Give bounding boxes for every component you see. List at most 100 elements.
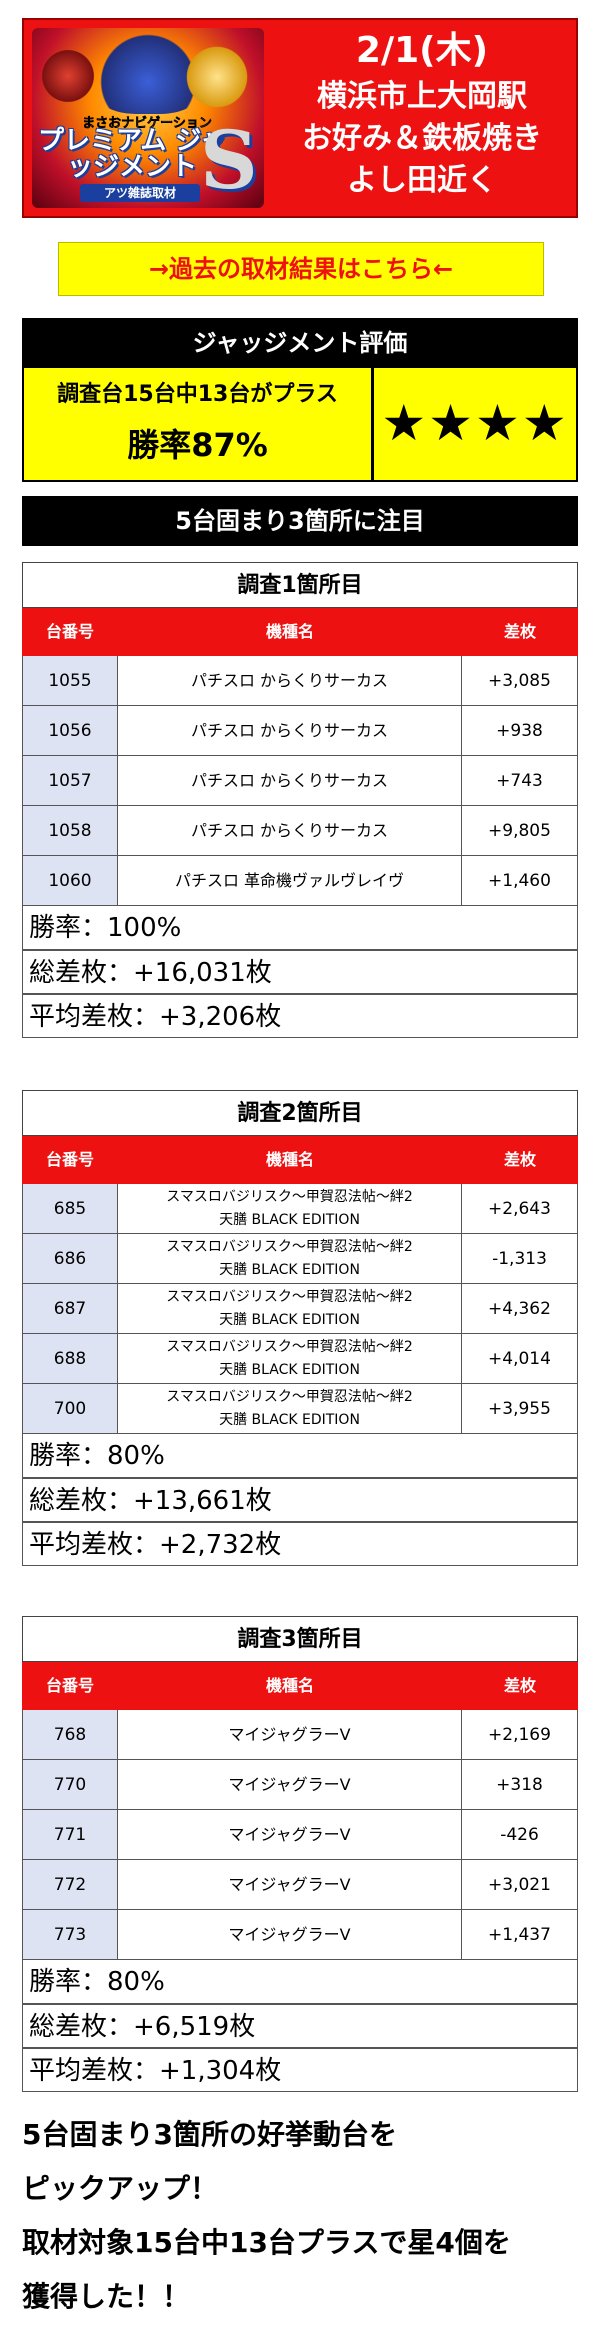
table-row: 771 マイジャグラーV -426: [22, 1810, 578, 1860]
premium-judgment-logo: まさおナビゲーション プレミアム ジャッジメント S アツ雑誌取材: [32, 28, 264, 208]
section-win-rate: 勝率：80%: [22, 1960, 578, 2004]
summary-line-4: 獲得した！！: [22, 2280, 191, 2313]
header-machine: 機種名: [265, 1150, 314, 1169]
table-row: 1057 パチスロ からくりサーカス +743: [22, 756, 578, 806]
summary-line-1: 5台固まり3箇所の好挙動台を: [22, 2118, 397, 2151]
focus-heading: 5台固まり3箇所に注目: [22, 496, 578, 546]
machine-name: スマスロバジリスク～甲賀忍法帖～絆2 天膳 BLACK EDITION: [118, 1334, 462, 1383]
machine-name-line-2: 天膳 BLACK EDITION: [219, 1212, 360, 1228]
table-row: 687 スマスロバジリスク～甲賀忍法帖～絆2 天膳 BLACK EDITION +4,…: [22, 1284, 578, 1334]
table-row: 688 スマスロバジリスク～甲賀忍法帖～絆2 天膳 BLACK EDITION +4,…: [22, 1334, 578, 1384]
coin-diff: +3,955: [462, 1384, 578, 1433]
machine-number: 773: [22, 1910, 118, 1959]
machine-name-line-1: スマスロバジリスク～甲賀忍法帖～絆2: [166, 1239, 413, 1255]
judgment-panel: ジャッジメント評価 調査台15台中13台がプラス 勝率87% ★★★★: [22, 318, 578, 482]
machine-name-line-2: 天膳 BLACK EDITION: [219, 1262, 360, 1278]
machine-number: 1060: [22, 856, 118, 905]
past-results-link[interactable]: →過去の取材結果はこちら←: [58, 242, 544, 296]
machine-number: 1055: [22, 656, 118, 705]
coin-diff: +743: [462, 756, 578, 805]
judgment-title: ジャッジメント評価: [22, 318, 578, 368]
machine-name: マイジャグラーV: [118, 1910, 462, 1959]
machine-name: パチスロ 革命機ヴァルヴレイヴ: [118, 856, 462, 905]
judgment-stars: ★★★★: [374, 368, 576, 480]
header-diff: 差枚: [503, 622, 536, 641]
section-total-diff: 総差枚：+16,031枚: [22, 950, 578, 994]
table-row: 1055 パチスロ からくりサーカス +3,085: [22, 656, 578, 706]
table-row: 1058 パチスロ からくりサーカス +9,805: [22, 806, 578, 856]
machine-number: 1057: [22, 756, 118, 805]
coin-diff: +938: [462, 706, 578, 755]
header-number: 台番号: [45, 1150, 94, 1169]
table-row: 1056 パチスロ からくりサーカス +938: [22, 706, 578, 756]
machine-number: 686: [22, 1234, 118, 1283]
location-line-3: よし田近く: [347, 163, 497, 198]
header-number: 台番号: [45, 1676, 94, 1695]
coin-diff: +3,021: [462, 1860, 578, 1909]
machine-name: マイジャグラーV: [118, 1760, 462, 1809]
header-diff: 差枚: [503, 1150, 536, 1169]
machine-name-line-1: スマスロバジリスク～甲賀忍法帖～絆2: [166, 1389, 413, 1405]
table-row: 700 スマスロバジリスク～甲賀忍法帖～絆2 天膳 BLACK EDITION +3,…: [22, 1384, 578, 1434]
section-total-diff: 総差枚：+6,519枚: [22, 2004, 578, 2048]
coin-diff: +2,643: [462, 1184, 578, 1233]
machine-name: パチスロ からくりサーカス: [118, 806, 462, 855]
machine-number: 1058: [22, 806, 118, 855]
machine-name-line-1: スマスロバジリスク～甲賀忍法帖～絆2: [166, 1189, 413, 1205]
coin-diff: +318: [462, 1760, 578, 1809]
header-machine: 機種名: [265, 1676, 314, 1695]
machine-name: スマスロバジリスク～甲賀忍法帖～絆2 天膳 BLACK EDITION: [118, 1184, 462, 1233]
survey-section-3: 調査3箇所目 台番号 機種名 差枚 768 マイジャグラーV +2,169 770 マ…: [22, 1616, 578, 2092]
section-average-diff: 平均差枚：+1,304枚: [22, 2048, 578, 2092]
coin-diff: +4,362: [462, 1284, 578, 1333]
judgment-summary: 調査台15台中13台がプラス 勝率87%: [24, 368, 374, 480]
section-title: 調査1箇所目: [22, 562, 578, 608]
table-row: 773 マイジャグラーV +1,437: [22, 1910, 578, 1960]
coin-diff: +4,014: [462, 1334, 578, 1383]
coin-diff: +9,805: [462, 806, 578, 855]
table-row: 1060 パチスロ 革命機ヴァルヴレイヴ +1,460: [22, 856, 578, 906]
table-row: 686 スマスロバジリスク～甲賀忍法帖～絆2 天膳 BLACK EDITION -1,…: [22, 1234, 578, 1284]
table-header: 台番号 機種名 差枚: [22, 608, 578, 656]
header-banner: まさおナビゲーション プレミアム ジャッジメント S アツ雑誌取材 2/1(木)…: [22, 18, 578, 218]
survey-date: 2/1(木): [355, 30, 489, 71]
coin-diff: +1,437: [462, 1910, 578, 1959]
machine-number: 768: [22, 1710, 118, 1759]
coin-diff: +2,169: [462, 1710, 578, 1759]
table-row: 770 マイジャグラーV +318: [22, 1760, 578, 1810]
machine-name: マイジャグラーV: [118, 1710, 462, 1759]
machine-number: 688: [22, 1334, 118, 1383]
machine-number: 1056: [22, 706, 118, 755]
logo-title: プレミアム ジャッジメント: [38, 126, 226, 182]
table-row: 772 マイジャグラーV +3,021: [22, 1860, 578, 1910]
section-average-diff: 平均差枚：+2,732枚: [22, 1522, 578, 1566]
survey-section-1: 調査1箇所目 台番号 機種名 差枚 1055 パチスロ からくりサーカス +3,08…: [22, 562, 578, 1038]
machine-name: パチスロ からくりサーカス: [118, 656, 462, 705]
machine-name: マイジャグラーV: [118, 1860, 462, 1909]
table-header: 台番号 機種名 差枚: [22, 1136, 578, 1184]
machine-number: 685: [22, 1184, 118, 1233]
location-line-2: お好み＆鉄板焼き: [302, 121, 542, 156]
section-total-diff: 総差枚：+13,661枚: [22, 1478, 578, 1522]
header-diff: 差枚: [503, 1676, 536, 1695]
header-machine: 機種名: [265, 622, 314, 641]
machine-name: スマスロバジリスク～甲賀忍法帖～絆2 天膳 BLACK EDITION: [118, 1234, 462, 1283]
section-average-diff: 平均差枚：+3,206枚: [22, 994, 578, 1038]
judgment-body: 調査台15台中13台がプラス 勝率87% ★★★★: [22, 368, 578, 482]
coin-diff: -1,313: [462, 1234, 578, 1283]
machine-name-line-2: 天膳 BLACK EDITION: [219, 1362, 360, 1378]
machine-number: 772: [22, 1860, 118, 1909]
coin-diff: +3,085: [462, 656, 578, 705]
judgment-summary-text: 調査台15台中13台がプラス: [57, 382, 338, 407]
table-row: 768 マイジャグラーV +2,169: [22, 1710, 578, 1760]
machine-name: スマスロバジリスク～甲賀忍法帖～絆2 天膳 BLACK EDITION: [118, 1384, 462, 1433]
machine-name: マイジャグラーV: [118, 1810, 462, 1859]
machine-number: 770: [22, 1760, 118, 1809]
machine-name-line-1: スマスロバジリスク～甲賀忍法帖～絆2: [166, 1339, 413, 1355]
machine-name: パチスロ からくりサーカス: [118, 706, 462, 755]
section-title: 調査3箇所目: [22, 1616, 578, 1662]
survey-section-2: 調査2箇所目 台番号 機種名 差枚 685 スマスロバジリスク～甲賀忍法帖～絆2 天…: [22, 1090, 578, 1566]
table-header: 台番号 機種名 差枚: [22, 1662, 578, 1710]
section-win-rate: 勝率：80%: [22, 1434, 578, 1478]
section-title: 調査2箇所目: [22, 1090, 578, 1136]
